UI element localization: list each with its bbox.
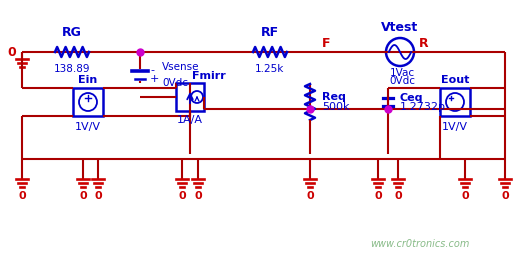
Text: 138.89: 138.89 bbox=[54, 64, 90, 74]
Text: 1A/A: 1A/A bbox=[177, 115, 203, 125]
Text: 1Vac: 1Vac bbox=[389, 68, 415, 78]
Text: 0Vdc: 0Vdc bbox=[389, 76, 415, 86]
Text: Vsense: Vsense bbox=[162, 62, 200, 72]
Text: 1.25k: 1.25k bbox=[255, 64, 285, 74]
Text: Ceq: Ceq bbox=[400, 93, 424, 103]
Bar bbox=[73, 88, 103, 116]
Text: 1V/V: 1V/V bbox=[442, 122, 468, 132]
Text: 1V/V: 1V/V bbox=[75, 122, 101, 132]
Text: 0: 0 bbox=[394, 191, 402, 201]
Text: RF: RF bbox=[261, 26, 279, 39]
Text: 0: 0 bbox=[94, 191, 102, 201]
Text: -: - bbox=[150, 65, 154, 75]
Text: 1.2732p: 1.2732p bbox=[400, 102, 446, 112]
Text: 0: 0 bbox=[194, 191, 202, 201]
Text: www.cr0tronics.com: www.cr0tronics.com bbox=[370, 239, 470, 249]
Text: 0Vdc: 0Vdc bbox=[162, 78, 188, 88]
Text: 500k: 500k bbox=[322, 102, 349, 112]
Text: RG: RG bbox=[62, 26, 82, 39]
Bar bbox=[440, 88, 470, 116]
Text: Ein: Ein bbox=[79, 75, 97, 85]
Text: 0: 0 bbox=[18, 191, 26, 201]
Text: 0: 0 bbox=[501, 191, 509, 201]
Text: F: F bbox=[322, 37, 331, 50]
Text: Eout: Eout bbox=[441, 75, 469, 85]
Bar bbox=[176, 83, 204, 111]
Text: Vtest: Vtest bbox=[382, 21, 418, 34]
Text: Req: Req bbox=[322, 92, 346, 102]
Text: 0: 0 bbox=[461, 191, 469, 201]
Text: 0: 0 bbox=[178, 191, 186, 201]
Text: Fmirr: Fmirr bbox=[192, 71, 226, 81]
Text: 0: 0 bbox=[79, 191, 87, 201]
Text: 0: 0 bbox=[306, 191, 314, 201]
Text: 0: 0 bbox=[7, 45, 16, 59]
Text: R: R bbox=[419, 37, 429, 50]
Text: +: + bbox=[150, 74, 159, 84]
Text: 0: 0 bbox=[374, 191, 382, 201]
